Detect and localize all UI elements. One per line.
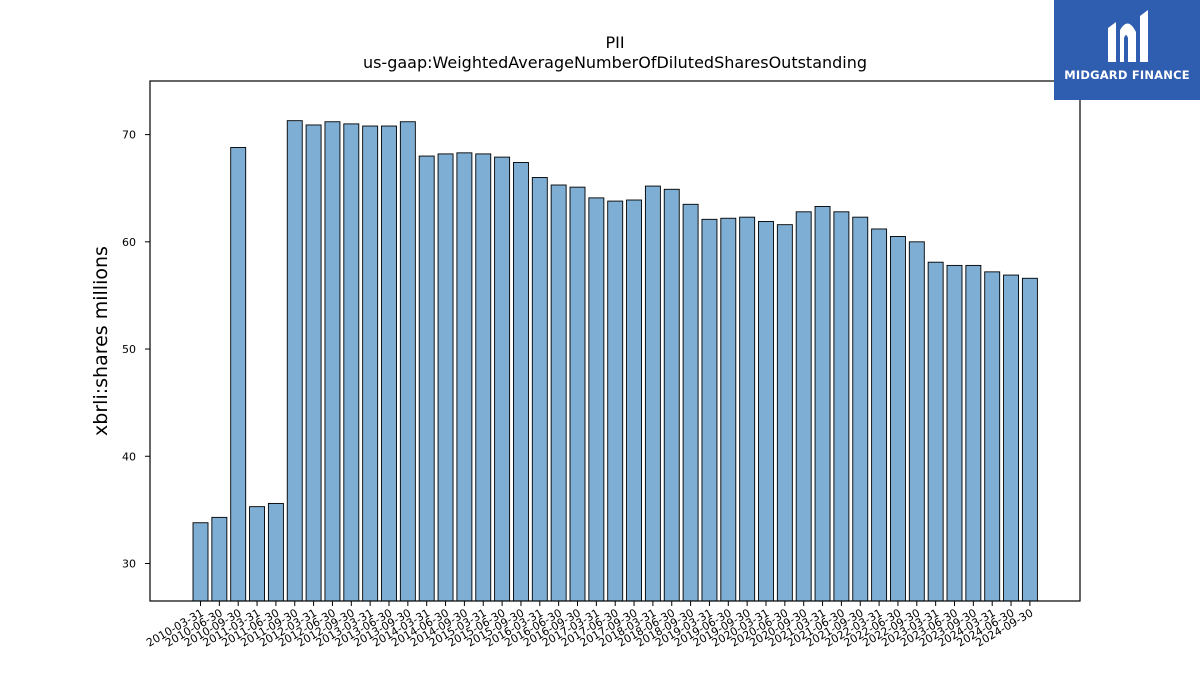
bar-2017-06-30 xyxy=(607,200,624,602)
bar-2012-03-31 xyxy=(305,124,322,602)
y-axis-label: xbrli:shares millions xyxy=(90,246,112,436)
bar-2017-03-31 xyxy=(588,197,605,602)
bar-2023-09-30 xyxy=(965,264,982,602)
bar-2023-06-30 xyxy=(946,264,963,602)
bar-2018-06-30 xyxy=(663,188,680,602)
bar-2013-06-30 xyxy=(381,125,397,602)
bar-2024-09-30 xyxy=(1021,277,1038,602)
bar-2016-06-30 xyxy=(550,184,567,602)
bar-2016-09-30 xyxy=(569,186,586,602)
bar-2013-03-31 xyxy=(362,125,379,602)
chart-title: PII xyxy=(605,33,624,52)
bar-2015-09-30 xyxy=(513,162,529,602)
chart-subtitle: us-gaap:WeightedAverageNumberOfDilutedSh… xyxy=(363,53,867,72)
bar-2014-09-30 xyxy=(456,152,473,602)
bar-2017-09-30 xyxy=(626,199,642,602)
bar-2018-09-30 xyxy=(682,203,699,602)
bar-2022-06-30 xyxy=(890,236,906,602)
bar-2020-03-31 xyxy=(758,220,774,602)
bar-2014-06-30 xyxy=(437,153,454,602)
y-axis-ticks: 30 40 50 60 70 xyxy=(122,129,150,570)
bar-2011-09-30 xyxy=(286,120,303,602)
bar-2010-03-31 xyxy=(192,522,209,602)
bar-2012-09-30 xyxy=(343,123,360,602)
bar-2019-03-31 xyxy=(701,218,718,602)
bar-2021-06-30 xyxy=(833,211,850,602)
bar-2011-06-30 xyxy=(267,502,284,602)
bar-2011-03-31 xyxy=(249,506,266,602)
bar-2022-03-31 xyxy=(871,228,888,602)
bar-2015-06-30 xyxy=(494,156,511,602)
y-tick-label: 70 xyxy=(122,129,136,142)
bar-2014-03-31 xyxy=(418,155,435,602)
bar-2020-09-30 xyxy=(795,211,812,602)
bar-2022-09-30 xyxy=(908,241,925,602)
bar-2010-06-30 xyxy=(211,516,228,602)
x-axis-ticks: 2010-03-312010-06-302010-09-302011-03-31… xyxy=(144,601,1035,650)
bar-2013-09-30 xyxy=(399,121,416,602)
midgard-logo-mark-icon xyxy=(1108,10,1148,62)
bar-2018-03-31 xyxy=(644,185,661,602)
bar-2016-03-31 xyxy=(531,177,548,602)
bar-2020-06-30 xyxy=(776,224,793,602)
bar-2012-06-30 xyxy=(324,121,341,602)
logo-text: MIDGARD FINANCE xyxy=(1064,68,1190,82)
bars-group xyxy=(192,120,1038,602)
bar-2015-03-31 xyxy=(475,153,492,602)
midgard-finance-logo: MIDGARD FINANCE xyxy=(1054,0,1200,100)
y-tick-label: 30 xyxy=(122,557,136,570)
plot-frame xyxy=(149,80,1081,602)
bar-2021-09-30 xyxy=(852,216,869,602)
bar-2019-09-30 xyxy=(739,216,756,602)
bar-2024-03-31 xyxy=(984,271,1001,602)
bar-2010-09-30 xyxy=(230,147,247,602)
bar-2023-03-31 xyxy=(927,261,944,602)
y-tick-label: 40 xyxy=(122,450,136,463)
bar-2021-03-31 xyxy=(814,205,831,602)
bar-2024-06-30 xyxy=(1003,274,1019,602)
y-tick-label: 60 xyxy=(122,236,136,249)
y-tick-label: 50 xyxy=(122,343,136,356)
bar-2019-06-30 xyxy=(720,217,737,602)
